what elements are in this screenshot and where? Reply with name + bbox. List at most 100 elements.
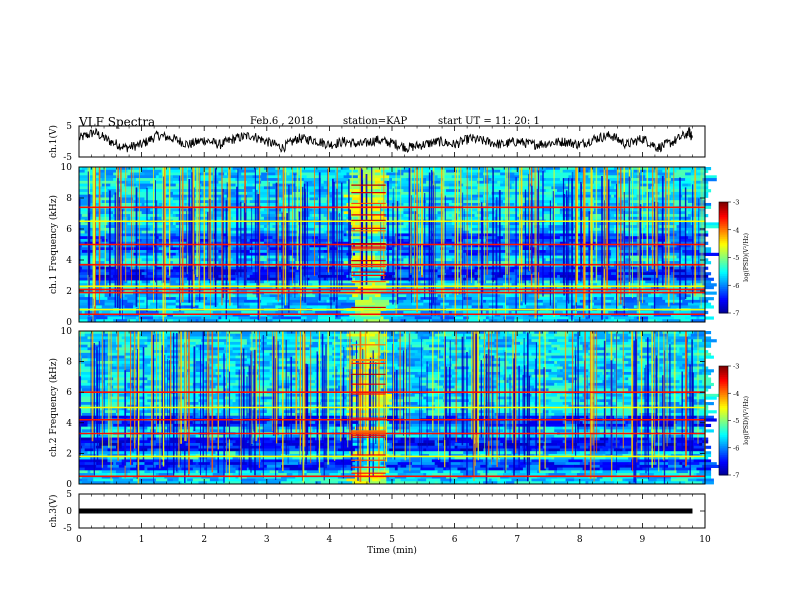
spectrogram-cell — [420, 280, 424, 284]
spectrogram-cell — [670, 363, 683, 367]
spectrogram-cell — [90, 178, 103, 182]
colorbar-swatch — [719, 209, 728, 212]
spectrogram-cell — [648, 302, 655, 306]
spectrogram-cell — [500, 274, 504, 279]
spectrogram-cell — [201, 280, 205, 284]
spectrogram-cell — [628, 261, 646, 265]
spectrogram-cell — [155, 255, 168, 259]
spectrogram-cell — [355, 288, 362, 292]
spectrogram-cell — [258, 167, 265, 171]
spectrogram-cell — [431, 180, 441, 185]
spectrogram-cell — [79, 331, 86, 335]
spectrogram-cell — [252, 230, 256, 234]
spectrogram-cell — [204, 222, 211, 226]
spectrogram-cell — [702, 263, 706, 268]
spectrogram-cell — [195, 169, 205, 173]
spectrogram-cell — [511, 283, 518, 287]
spectrogram-cell — [323, 180, 330, 185]
spectrogram-cell — [522, 297, 538, 301]
ch1-colorbar-label: log(PSD)(V²/Hz) — [743, 233, 750, 282]
ch1-y-tick-label: 2 — [66, 287, 72, 297]
spectrogram-cell — [628, 216, 643, 220]
spectrogram-cell — [656, 178, 663, 182]
colorbar-swatch — [719, 285, 728, 288]
spectrogram-cell — [420, 214, 427, 218]
spectrogram-cell — [585, 216, 603, 220]
spectrogram-cell — [693, 341, 712, 346]
spectrogram-cell — [505, 197, 521, 201]
colorbar-swatch — [719, 255, 728, 258]
spectrogram-cell — [500, 263, 507, 268]
spectrogram-cell — [189, 355, 208, 359]
spectrogram-cell — [221, 302, 234, 306]
spectrogram-cell — [389, 189, 393, 193]
spectrogram-cell — [269, 244, 282, 248]
spectrogram-cell — [96, 216, 111, 220]
spectrogram-cell — [386, 230, 396, 234]
spectrogram-cell — [144, 202, 160, 207]
spectrogram-cell — [639, 244, 649, 248]
spectrogram-cell — [332, 319, 347, 323]
spectrogram-cell — [380, 294, 393, 298]
spectrogram-cell — [551, 344, 561, 348]
spectrogram-cell — [511, 286, 527, 290]
spectrogram-cell — [554, 183, 566, 187]
spectrogram-cell — [150, 178, 165, 182]
spectrogram-cell — [460, 167, 470, 171]
spectrogram-cell — [542, 183, 555, 187]
spectrogram-cell — [261, 277, 268, 281]
spectrogram-cell — [377, 186, 382, 190]
spectrogram-cell — [292, 286, 296, 290]
spectrogram-cell — [113, 214, 131, 218]
spectrogram-cell — [687, 208, 700, 212]
spectrogram-cell — [488, 186, 492, 190]
spectrogram-cell — [520, 274, 538, 279]
spectrogram-cell — [238, 319, 256, 323]
spectrogram-cell — [409, 225, 416, 229]
spectrogram-cell — [178, 167, 185, 171]
spectrogram-cell — [272, 233, 279, 237]
colorbar-swatch — [719, 261, 728, 264]
spectrogram-cell — [397, 305, 413, 309]
spectrogram-cell — [619, 336, 635, 340]
spectrogram-cell — [181, 175, 199, 179]
spectrogram-cell — [235, 363, 251, 367]
spectrogram-cell — [471, 211, 478, 215]
spectrogram-cell — [406, 319, 424, 323]
spectrogram-cell — [221, 194, 228, 198]
spectrogram-cell — [138, 255, 154, 259]
spectrogram-cell — [468, 225, 473, 229]
spectrogram-cell — [611, 241, 621, 245]
spectrogram-cell — [215, 302, 219, 306]
spectrogram-cell — [212, 344, 228, 348]
spectrogram-cell — [272, 319, 282, 323]
spectrogram-cell — [374, 261, 382, 265]
spectrogram-cell — [241, 194, 253, 198]
spectrogram-cell — [300, 194, 316, 198]
spectrogram-cell — [485, 280, 498, 284]
spectrogram-cell — [613, 319, 626, 323]
spectrogram-cell — [320, 261, 327, 265]
spectrogram-cell — [113, 172, 131, 176]
spectrogram-cell — [576, 331, 592, 335]
spectrogram-cell — [104, 261, 108, 265]
spectrogram-cell — [335, 175, 345, 179]
spectrogram-cell — [389, 167, 393, 171]
spectrogram-cell — [349, 258, 364, 262]
spectrogram-cell — [366, 252, 376, 256]
spectrogram-cell — [212, 310, 222, 315]
spectrogram-cell — [471, 305, 484, 309]
spectrogram-cell — [130, 302, 134, 306]
spectrogram-cell — [622, 216, 629, 220]
spectrogram-cell — [318, 197, 330, 201]
spectrogram-cell — [320, 180, 325, 185]
spectrogram-cell — [340, 263, 350, 268]
spectrogram-cell — [229, 208, 242, 212]
spectrogram-cell — [289, 186, 299, 190]
spectrogram-cell — [266, 336, 285, 340]
spectrogram-cell — [690, 274, 709, 279]
spectrogram-cell — [605, 202, 623, 207]
spectrogram-cell — [332, 180, 347, 185]
spectrogram-cell — [468, 316, 487, 320]
ch1-y-tick-label: 8 — [66, 194, 72, 204]
